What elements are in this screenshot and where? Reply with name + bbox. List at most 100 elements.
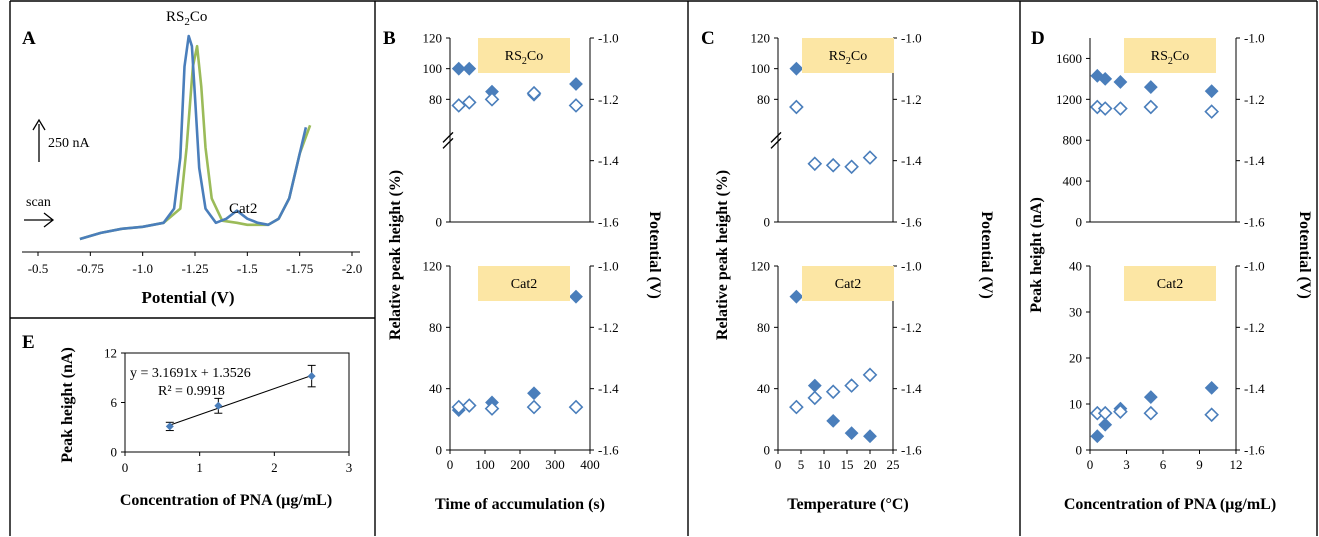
- x-tick-label: 25: [887, 457, 900, 472]
- y2-tick-label: -1.2: [1244, 320, 1265, 335]
- plot-top: 0 400 800 1200 1600 -1.6 -1.4 -1.2 -1.0: [1056, 31, 1265, 230]
- x-tick-label: -1.75: [286, 261, 313, 276]
- filled-diamond-point: [789, 289, 804, 304]
- y-axis-label: Relative peak height (%): [387, 170, 404, 340]
- y2-axis-label: Potential (V): [1296, 211, 1313, 299]
- open-diamond-point: [1204, 104, 1219, 119]
- axis-break-mark: [770, 131, 782, 143]
- x-tick-label: -2.0: [342, 261, 363, 276]
- plot-bottom: 0 10 20 30 40 -1.6 -1.4 -1.2 -1.0 0 3 6 9 12: [1069, 259, 1265, 473]
- y-tick-label: 80: [757, 320, 770, 335]
- y-tick-label: 10: [1069, 397, 1082, 412]
- y2-tick-label: -1.0: [901, 31, 922, 46]
- series-label-box: [478, 38, 570, 73]
- x-tick-label: 200: [510, 457, 530, 472]
- x-axis-label: Time of accumulation (s): [435, 496, 605, 513]
- y-tick-label: 40: [1069, 259, 1082, 274]
- voltammogram-curves: [79, 34, 312, 241]
- x-tick-label: 12: [1230, 457, 1243, 472]
- y-tick-label: 0: [111, 445, 118, 460]
- y-axis-label: Peak height (nA): [59, 347, 76, 463]
- y-tick-label: 40: [429, 381, 442, 396]
- open-diamond-point: [825, 157, 841, 173]
- y2-tick-label: -1.4: [901, 381, 922, 396]
- series-label-box: [1124, 266, 1216, 301]
- panel-b: B 0 80 100 120 -1.6 -1.4 -1.2 -1.0 0 40 80 120 -1.6…: [383, 28, 663, 513]
- y2-tick-label: -1.4: [1244, 381, 1265, 396]
- filled-diamond-point: [1143, 80, 1158, 94]
- panel-letter: C: [701, 28, 715, 49]
- y2-tick-label: -1.2: [598, 92, 619, 107]
- open-diamond-point: [862, 367, 878, 383]
- y2-tick-label: -1.6: [1244, 215, 1265, 230]
- x-tick-label: -1.5: [237, 261, 258, 276]
- open-diamond-point: [526, 85, 542, 101]
- open-diamond-point: [484, 92, 500, 107]
- open-diamond-point: [1097, 405, 1113, 421]
- x-tick-label: 5: [798, 457, 805, 472]
- open-diamond-point: [1143, 99, 1159, 115]
- y-tick-label: 800: [1063, 133, 1083, 148]
- series-label: RS2Co: [1151, 49, 1189, 67]
- x-tick-label: -0.75: [77, 261, 104, 276]
- y-tick-label: 100: [751, 61, 771, 76]
- panel-letter: B: [383, 28, 396, 49]
- y2-tick-label: -1.6: [901, 215, 922, 230]
- filled-diamond-point: [863, 429, 877, 444]
- x-tick-label: 100: [475, 457, 495, 472]
- y-tick-label: 100: [423, 61, 443, 76]
- open-diamond-point: [862, 150, 878, 165]
- r-squared: R² = 0.9918: [158, 384, 225, 399]
- y2-axis-label: Potential (V): [978, 211, 995, 299]
- y-tick-label: 6: [111, 395, 118, 410]
- series-label: Cat2: [1157, 277, 1183, 292]
- x-tick-label: 1: [196, 460, 203, 475]
- plot-bottom: 0 40 80 120 -1.6 -1.4 -1.2 -1.0 0 100 200 300 400: [423, 259, 620, 473]
- y-tick-label: 400: [1063, 174, 1083, 189]
- cat-label: Cat2: [229, 201, 257, 217]
- arrowhead-right-icon: [43, 212, 55, 228]
- x-tick-label: -1.0: [132, 261, 153, 276]
- y2-axis-label: Potential (V): [646, 211, 663, 299]
- open-diamond-point: [789, 99, 804, 115]
- filled-diamond-point: [214, 401, 223, 410]
- series-label-box: [1124, 38, 1216, 73]
- trendline-equation: y = 3.1691x + 1.3526: [130, 366, 251, 381]
- x-tick-label: 0: [122, 460, 129, 475]
- open-diamond-point: [568, 98, 584, 113]
- filled-diamond-point: [1204, 84, 1219, 99]
- x-tick-label: 15: [841, 457, 854, 472]
- x-tick-label: 400: [580, 457, 600, 472]
- series-label-box: [478, 266, 570, 301]
- axis-break-mark: [442, 137, 454, 149]
- filled-diamond-point: [1098, 417, 1113, 432]
- y2-tick-label: -1.0: [901, 259, 922, 274]
- y-tick-label: 0: [1076, 215, 1083, 230]
- x-axis-label: Temperature (°C): [787, 496, 908, 513]
- x-tick-label: 10: [818, 457, 831, 472]
- filled-diamond-point: [826, 413, 841, 428]
- open-diamond-point: [1113, 404, 1128, 419]
- open-diamond-point: [526, 399, 542, 415]
- x-tick-labels: -0.5 -0.75 -1.0 -1.25 -1.5 -1.75 -2.0: [28, 261, 363, 276]
- y-tick-label: 0: [436, 215, 443, 230]
- open-diamond-point: [1143, 405, 1159, 421]
- filled-diamond-point: [1090, 68, 1105, 83]
- y2-tick-label: -1.6: [598, 215, 619, 230]
- open-diamond-point: [1097, 101, 1113, 116]
- x-tick-label: 3: [1123, 457, 1130, 472]
- filled-diamond-point: [1204, 380, 1219, 395]
- open-diamond-point: [844, 378, 859, 393]
- y2-tick-label: -1.2: [598, 320, 619, 335]
- filled-diamond-point: [569, 289, 583, 304]
- filled-diamond-point: [1090, 429, 1105, 444]
- filled-diamond-point: [307, 372, 316, 381]
- y2-tick-label: -1.2: [901, 92, 922, 107]
- y2-tick-label: -1.2: [901, 320, 922, 335]
- y-tick-label: 80: [429, 92, 442, 107]
- series-label-box: [802, 266, 894, 301]
- open-diamond-point: [484, 401, 500, 416]
- x-tick-label: 2: [271, 460, 278, 475]
- y-tick-label: 0: [764, 215, 771, 230]
